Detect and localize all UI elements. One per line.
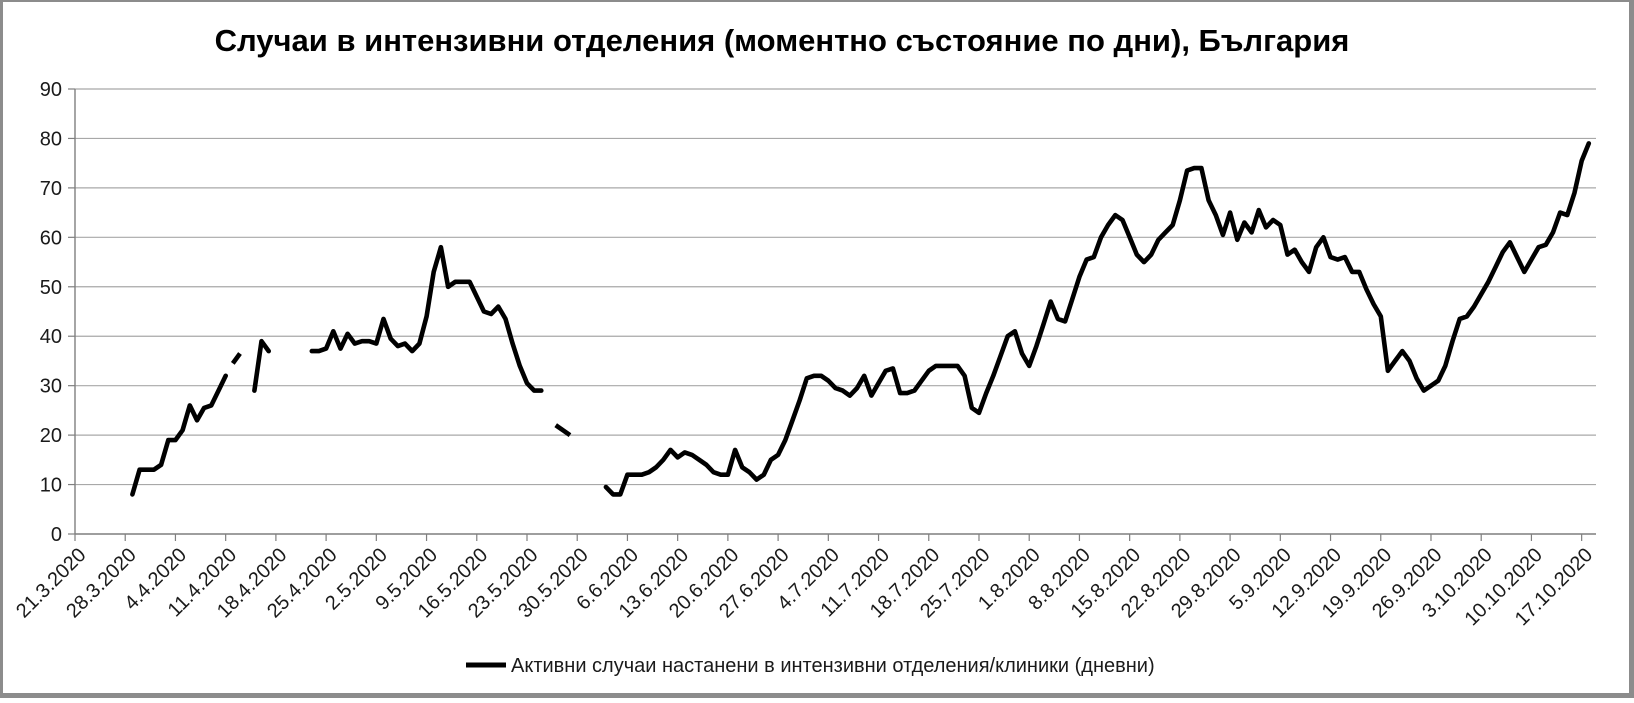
y-tick-label: 60 <box>40 227 62 249</box>
y-tick-label: 30 <box>40 376 62 398</box>
series-line-segment <box>309 244 544 393</box>
series-gap-dash-segment <box>230 352 242 365</box>
y-tick-label: 50 <box>40 277 62 299</box>
series-icu-cases <box>130 141 1592 497</box>
series-line-segment <box>603 141 1592 497</box>
y-tick-label: 90 <box>40 79 62 101</box>
series-gap-dash-segment <box>554 423 572 437</box>
y-tick-label: 40 <box>40 326 62 348</box>
y-tick-label: 20 <box>40 425 62 447</box>
legend-label: Активни случаи настанени в интензивни от… <box>511 655 1155 677</box>
y-axis-tick-labels: 0 10 20 30 40 50 60 70 80 90 <box>40 79 62 546</box>
y-tick-label: 10 <box>40 475 62 497</box>
chart-canvas <box>3 2 1629 693</box>
y-tick-label: 0 <box>51 524 62 546</box>
legend: Активни случаи настанени в интензивни от… <box>466 655 1155 677</box>
series-line-segment <box>130 373 228 497</box>
y-tick-label: 70 <box>40 178 62 200</box>
y-tick-label: 80 <box>40 128 62 150</box>
chart-title: Случаи в интензивни отделения (моментно … <box>215 23 1350 58</box>
series-line-segment <box>252 338 271 393</box>
axes <box>68 88 1596 541</box>
